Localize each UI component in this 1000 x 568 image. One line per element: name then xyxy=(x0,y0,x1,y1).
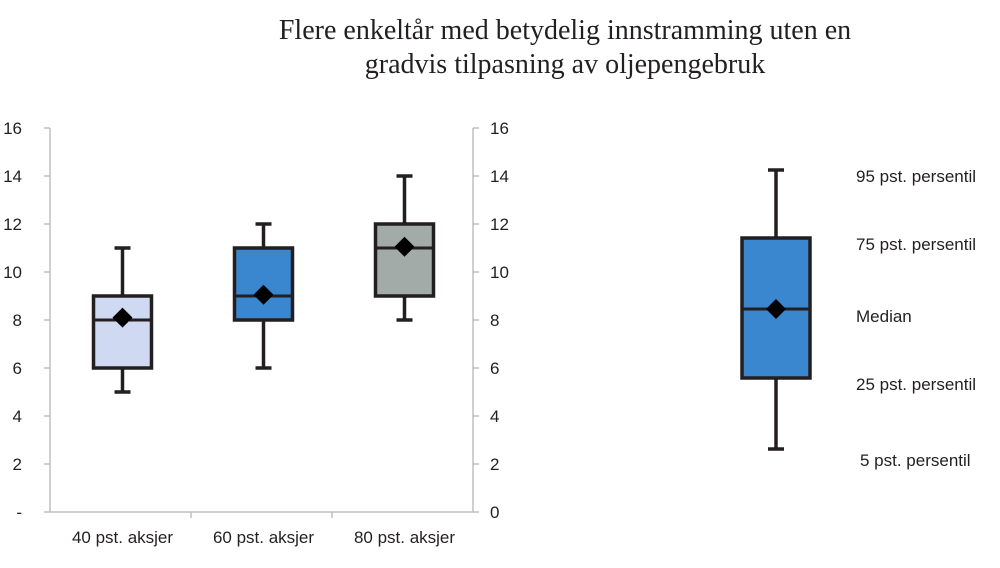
left-y-tick-label: 16 xyxy=(3,119,22,138)
legend-label-p95: 95 pst. persentil xyxy=(856,167,976,186)
left-y-tick-label: 6 xyxy=(13,359,22,378)
box-1-box xyxy=(91,294,154,370)
box-2-box xyxy=(232,246,295,322)
left-y-tick-label: 8 xyxy=(13,311,22,330)
x-category-label: 60 pst. aksjer xyxy=(213,528,314,547)
right-y-tick-label: 16 xyxy=(490,119,509,138)
right-y-tick-label: 6 xyxy=(490,359,499,378)
chart-title-line-1: Flere enkeltår med betydelig innstrammin… xyxy=(278,15,852,46)
legend-label-p75: 75 pst. persentil xyxy=(856,235,976,254)
x-category-label: 80 pst. aksjer xyxy=(354,528,455,547)
left-y-tick-label: 2 xyxy=(13,455,22,474)
legend-label-p5: 5 pst. persentil xyxy=(860,451,971,470)
chart-title: Flere enkeltår med betydelig innstrammin… xyxy=(205,14,925,82)
x-category-label: 40 pst. aksjer xyxy=(72,528,173,547)
box-1-mean-marker xyxy=(112,307,133,328)
box-3-mean-marker xyxy=(394,236,415,257)
right-y-tick-label: 10 xyxy=(490,263,509,282)
right-y-tick-label: 14 xyxy=(490,167,509,186)
right-y-tick-label: 12 xyxy=(490,215,509,234)
legend-label-median: Median xyxy=(856,307,912,326)
box-2-mean-marker xyxy=(253,284,274,305)
left-y-tick-label: 14 xyxy=(3,167,22,186)
legend-mean-marker xyxy=(766,299,786,319)
left-y-tick-label: - xyxy=(16,503,22,522)
legend-label-p25: 25 pst. persentil xyxy=(856,375,976,394)
right-y-tick-label: 4 xyxy=(490,407,499,426)
chart-title-line-2: gradvis tilpasning av oljepengebruk xyxy=(364,49,766,80)
right-y-tick-label: 8 xyxy=(490,311,499,330)
right-y-tick-label: 2 xyxy=(490,455,499,474)
box-3-box xyxy=(373,222,436,298)
left-y-tick-label: 12 xyxy=(3,215,22,234)
left-y-tick-label: 10 xyxy=(3,263,22,282)
right-y-tick-label: 0 xyxy=(490,503,499,522)
left-y-tick-label: 4 xyxy=(13,407,22,426)
